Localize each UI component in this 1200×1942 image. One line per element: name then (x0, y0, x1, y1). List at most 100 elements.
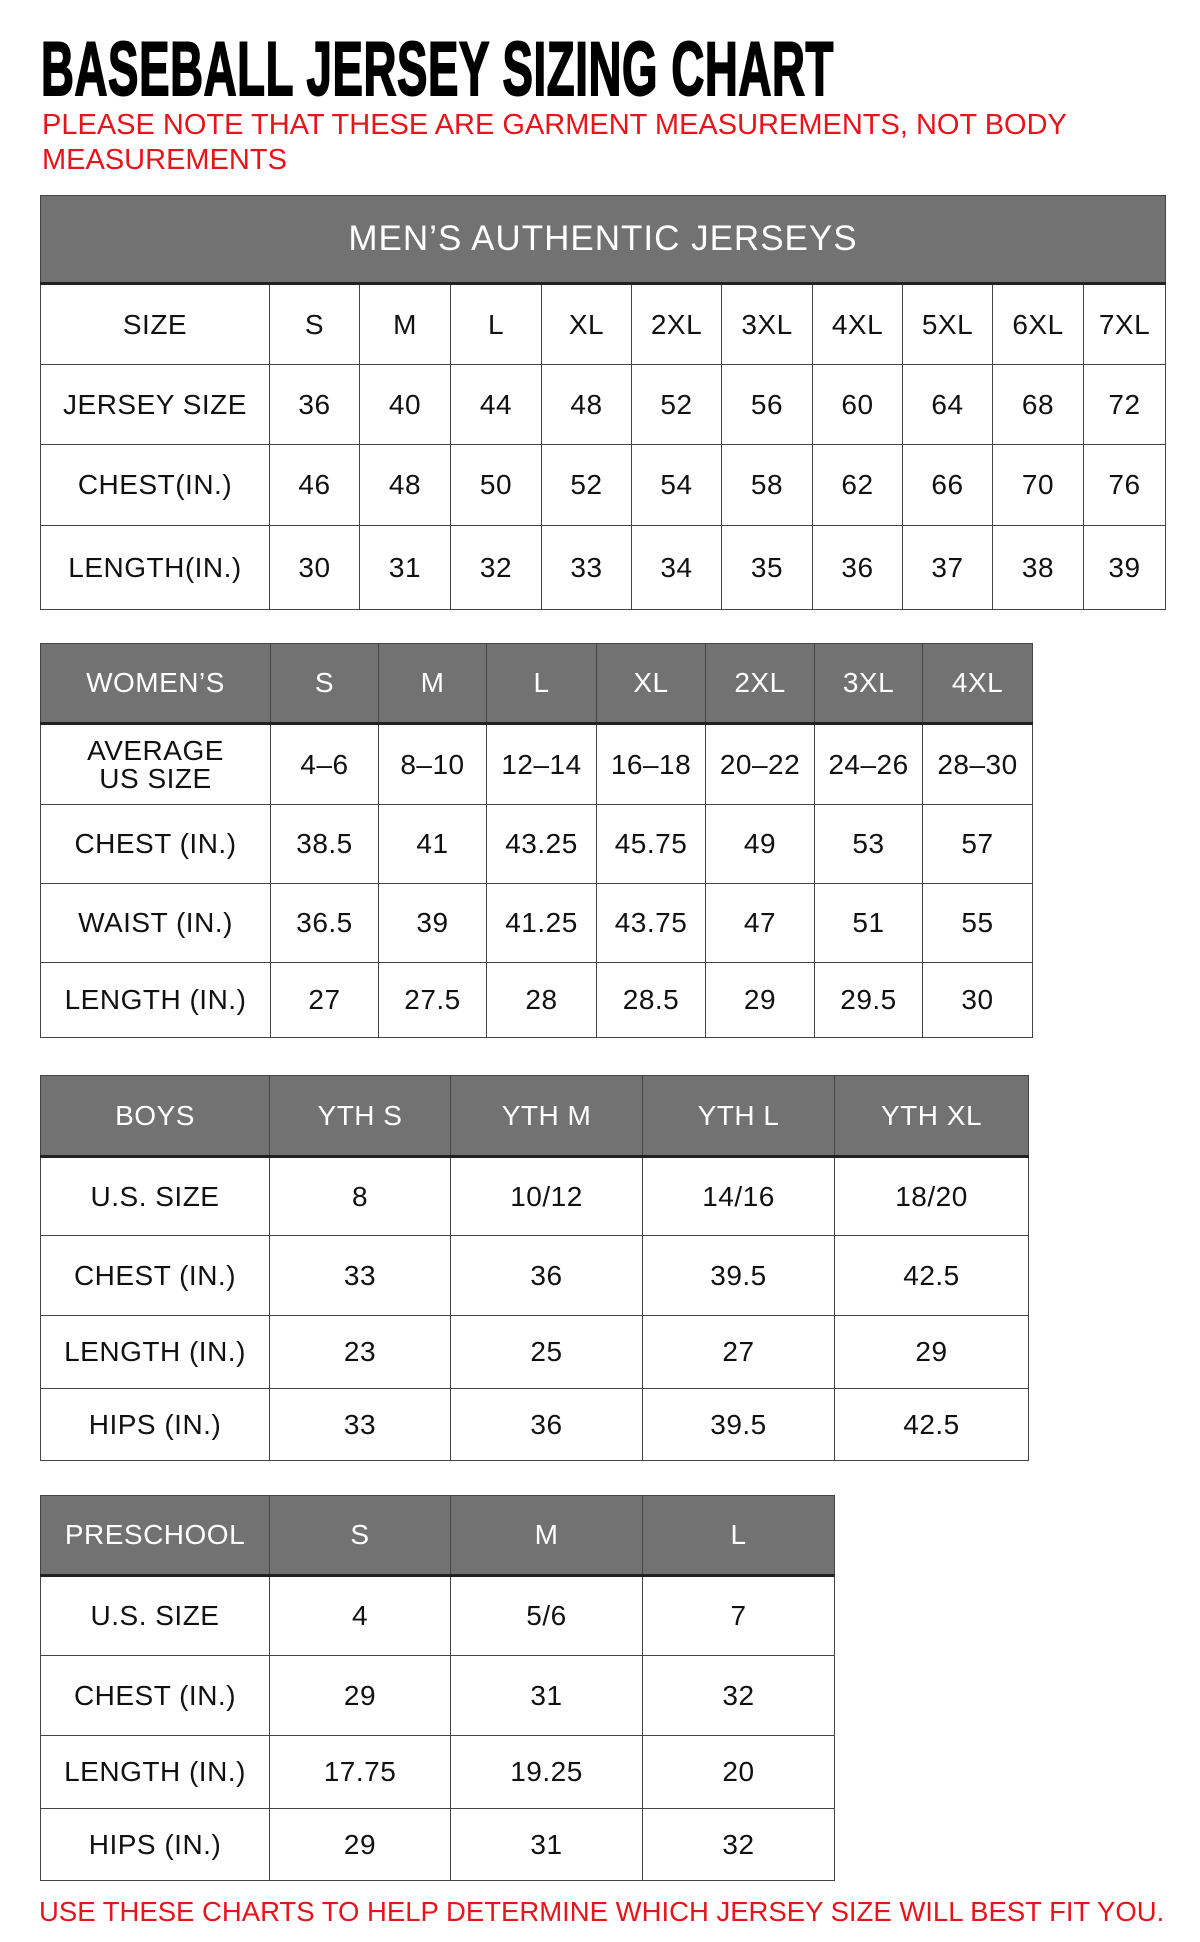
value-cell: 31 (450, 1808, 643, 1881)
value-cell: 39.5 (642, 1235, 835, 1316)
table-caption: MEN’S AUTHENTIC JERSEYS (40, 195, 1166, 285)
value-cell: 70 (992, 444, 1084, 526)
row-label: PRESCHOOL (40, 1495, 270, 1577)
value-cell: 54 (631, 444, 722, 526)
value-cell: 34 (631, 525, 722, 610)
value-cell: 60 (812, 364, 903, 445)
value-cell: 49 (705, 804, 815, 884)
value-cell: 52 (631, 364, 722, 445)
table-row: HIPS (IN.) 33 36 39.5 42.5 (40, 1388, 1029, 1461)
table-row: CHEST (IN.) 33 36 39.5 42.5 (40, 1235, 1029, 1316)
value-cell: 12–14 (486, 723, 597, 805)
value-cell: 18/20 (834, 1156, 1029, 1236)
value-cell: 41.25 (486, 883, 597, 963)
value-cell: 27 (270, 962, 379, 1038)
table-row: CHEST(IN.) 46 48 50 52 54 58 62 66 70 76 (40, 444, 1166, 526)
value-cell: 17.75 (269, 1735, 451, 1809)
table-row: LENGTH (IN.) 27 27.5 28 28.5 29 29.5 30 (40, 962, 1033, 1038)
value-cell: 51 (814, 883, 923, 963)
table-row: LENGTH (IN.) 17.75 19.25 20 (40, 1735, 835, 1809)
row-label: HIPS (IN.) (40, 1808, 270, 1881)
value-cell: 23 (269, 1315, 451, 1389)
size-header-cell: L (642, 1495, 835, 1577)
row-label: HIPS (IN.) (40, 1388, 270, 1461)
value-cell: 29.5 (814, 962, 923, 1038)
size-header-cell: 7XL (1083, 283, 1166, 365)
table-header-row: BOYS YTH S YTH M YTH L YTH XL (40, 1075, 1029, 1158)
value-cell: 37 (902, 525, 993, 610)
size-header-cell: 2XL (705, 643, 815, 725)
value-cell: 62 (812, 444, 903, 526)
value-cell: 40 (359, 364, 451, 445)
value-cell: 42.5 (834, 1388, 1029, 1461)
value-cell: 48 (359, 444, 451, 526)
value-cell: 64 (902, 364, 993, 445)
row-label: AVERAGE US SIZE (40, 723, 271, 805)
value-cell: 58 (721, 444, 813, 526)
table-header-row: PRESCHOOL S M L (40, 1495, 835, 1577)
value-cell: 19.25 (450, 1735, 643, 1809)
value-cell: 32 (450, 525, 542, 610)
footer-note: USE THESE CHARTS TO HELP DETERMINE WHICH… (39, 1896, 1165, 1927)
value-cell: 4 (269, 1575, 451, 1656)
value-cell: 43.25 (486, 804, 597, 884)
size-header-cell: YTH S (269, 1075, 451, 1158)
value-cell: 29 (269, 1808, 451, 1881)
row-label: JERSEY SIZE (40, 364, 270, 445)
value-cell: 28–30 (922, 723, 1033, 805)
table-header-row: WOMEN’S S M L XL 2XL 3XL 4XL (40, 643, 1033, 725)
row-label: LENGTH (IN.) (40, 962, 271, 1038)
value-cell: 56 (721, 364, 813, 445)
value-cell: 25 (450, 1315, 643, 1389)
size-header-cell: S (269, 283, 360, 365)
value-cell: 66 (902, 444, 993, 526)
value-cell: 29 (834, 1315, 1029, 1389)
value-cell: 39 (1083, 525, 1166, 610)
value-cell: 36 (450, 1235, 643, 1316)
table-row: LENGTH(IN.) 30 31 32 33 34 35 36 37 38 39 (40, 525, 1166, 610)
row-label: SIZE (40, 283, 270, 365)
value-cell: 68 (992, 364, 1084, 445)
value-cell: 8–10 (378, 723, 487, 805)
size-header-cell: M (378, 643, 487, 725)
value-cell: 24–26 (814, 723, 923, 805)
table-row: JERSEY SIZE 36 40 44 48 52 56 60 64 68 72 (40, 364, 1166, 445)
preschool-size-table: PRESCHOOL S M L U.S. SIZE 4 5/6 7 CHEST (IN.) 29 3… (40, 1495, 835, 1881)
value-cell: 76 (1083, 444, 1166, 526)
value-cell: 20 (642, 1735, 835, 1809)
value-cell: 27.5 (378, 962, 487, 1038)
size-header-cell: 5XL (902, 283, 993, 365)
size-header-cell: YTH XL (834, 1075, 1029, 1158)
row-label: LENGTH (IN.) (40, 1315, 270, 1389)
row-label: CHEST(IN.) (40, 444, 270, 526)
table-row: HIPS (IN.) 29 31 32 (40, 1808, 835, 1881)
value-cell: 45.75 (596, 804, 706, 884)
value-cell: 36 (812, 525, 903, 610)
size-header-cell: 3XL (814, 643, 923, 725)
mens-size-table: MEN’S AUTHENTIC JERSEYS SIZE S M L XL 2XL 3XL 4X… (40, 195, 1166, 610)
size-header-cell: M (359, 283, 451, 365)
row-label: LENGTH(IN.) (40, 525, 270, 610)
table-row: U.S. SIZE 4 5/6 7 (40, 1575, 835, 1656)
value-cell: 31 (450, 1655, 643, 1736)
table-header-row: SIZE S M L XL 2XL 3XL 4XL 5XL 6XL 7XL (40, 283, 1166, 365)
womens-size-table: WOMEN’S S M L XL 2XL 3XL 4XL AVERAGE US SIZE 4–6 8… (40, 643, 1033, 1038)
size-header-cell: 3XL (721, 283, 813, 365)
value-cell: 46 (269, 444, 360, 526)
value-cell: 41 (378, 804, 487, 884)
value-cell: 8 (269, 1156, 451, 1236)
table-row: LENGTH (IN.) 23 25 27 29 (40, 1315, 1029, 1389)
value-cell: 48 (541, 364, 632, 445)
value-cell: 47 (705, 883, 815, 963)
value-cell: 44 (450, 364, 542, 445)
value-cell: 42.5 (834, 1235, 1029, 1316)
size-header-cell: M (450, 1495, 643, 1577)
value-cell: 33 (269, 1388, 451, 1461)
value-cell: 32 (642, 1655, 835, 1736)
value-cell: 20–22 (705, 723, 815, 805)
value-cell: 27 (642, 1315, 835, 1389)
size-header-cell: S (269, 1495, 451, 1577)
value-cell: 7 (642, 1575, 835, 1656)
size-header-cell: YTH L (642, 1075, 835, 1158)
value-cell: 43.75 (596, 883, 706, 963)
